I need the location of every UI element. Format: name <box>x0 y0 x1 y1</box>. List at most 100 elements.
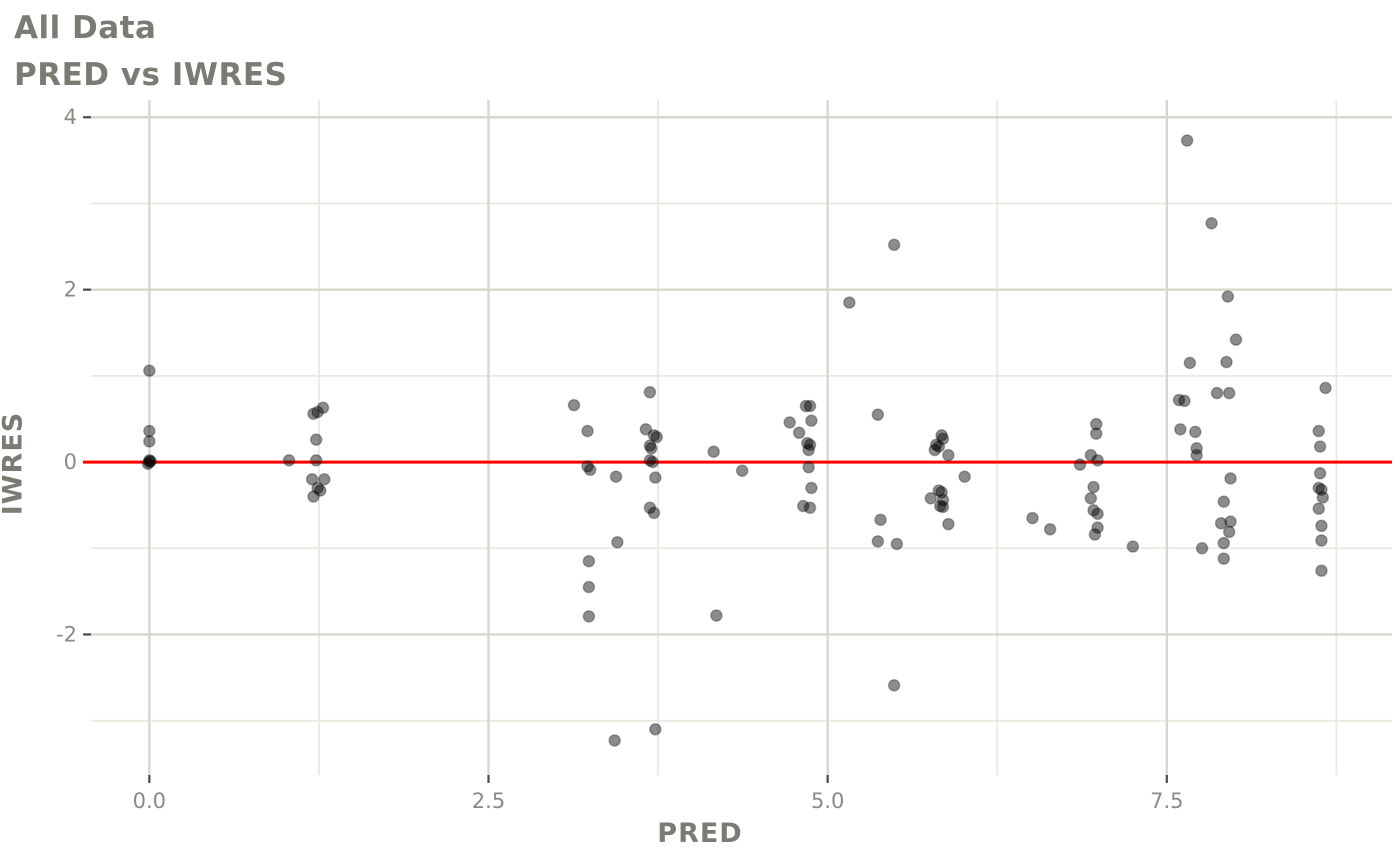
data-point <box>1190 448 1203 462</box>
data-point <box>643 454 657 467</box>
data-point <box>710 609 723 622</box>
data-point <box>792 426 806 440</box>
data-point <box>936 432 950 446</box>
data-point <box>1172 393 1186 407</box>
data-point <box>1091 454 1104 467</box>
data-point <box>932 484 946 497</box>
data-point <box>803 501 817 515</box>
data-point <box>887 238 901 252</box>
data-point <box>1091 521 1104 534</box>
data-point <box>1315 564 1328 577</box>
data-point <box>583 463 597 477</box>
data-point <box>805 481 818 495</box>
data-point <box>933 499 947 513</box>
data-point <box>309 433 323 446</box>
data-point <box>1224 515 1237 528</box>
data-point <box>935 485 948 499</box>
data-point <box>1217 495 1231 509</box>
y-axis-tick-labels: 4 2 0 -2 <box>56 105 77 646</box>
x-axis-tick-labels: 0.0 2.5 5.0 7.5 <box>133 789 1184 813</box>
data-point <box>843 296 856 309</box>
x-tick-label: 7.5 <box>1150 789 1183 813</box>
data-point <box>582 580 596 594</box>
data-point <box>644 441 658 455</box>
data-point <box>935 429 948 442</box>
data-point <box>611 535 624 549</box>
data-point <box>309 454 323 467</box>
data-point <box>647 506 661 520</box>
y-tick-label: 2 <box>64 278 77 302</box>
data-point <box>1316 491 1330 504</box>
data-point <box>802 443 815 457</box>
data-point <box>1190 441 1203 455</box>
x-tick-label: 2.5 <box>472 789 505 813</box>
data-point <box>144 454 157 468</box>
data-point <box>313 484 327 497</box>
data-point <box>643 385 657 399</box>
data-point <box>1221 290 1235 303</box>
data-point <box>143 455 156 469</box>
y-tick-label: 0 <box>64 450 77 474</box>
data-point <box>1312 424 1326 438</box>
data-point <box>874 513 887 527</box>
data-point <box>1315 534 1328 547</box>
data-point <box>1313 440 1327 453</box>
data-point <box>1073 458 1087 471</box>
data-point <box>1315 519 1328 533</box>
data-point <box>1089 427 1103 440</box>
data-point <box>643 439 657 452</box>
chart-subtitle: PRED vs IWRES <box>14 57 288 93</box>
axis-tick-marks <box>83 116 1168 783</box>
data-point <box>282 454 296 467</box>
data-point <box>141 457 155 471</box>
data-point <box>1088 528 1102 541</box>
data-point <box>803 399 817 413</box>
chart-title: All Data <box>14 10 157 46</box>
data-point <box>1195 541 1209 555</box>
data-point <box>1087 504 1100 517</box>
data-point <box>1222 525 1236 539</box>
data-point <box>1174 423 1187 436</box>
data-point <box>1188 425 1202 439</box>
data-point <box>307 490 320 503</box>
x-axis-title: PRED <box>657 818 743 849</box>
data-point <box>1220 355 1233 369</box>
data-point <box>1229 333 1243 346</box>
data-point <box>1224 472 1237 485</box>
data-points <box>141 134 1332 747</box>
data-point <box>1319 381 1332 395</box>
data-point <box>581 424 594 438</box>
data-point <box>143 364 156 377</box>
data-point <box>646 455 659 469</box>
data-point <box>143 424 156 438</box>
data-point <box>305 473 319 486</box>
data-point <box>707 445 720 459</box>
data-point <box>649 471 662 484</box>
data-point <box>936 500 950 514</box>
data-point <box>735 464 749 477</box>
data-point <box>1313 466 1327 480</box>
data-point <box>650 430 664 444</box>
data-point <box>805 414 818 427</box>
data-point <box>307 407 320 421</box>
data-point <box>928 443 942 457</box>
data-point <box>1205 216 1218 230</box>
data-point <box>318 473 331 486</box>
data-point <box>802 460 815 474</box>
x-tick-label: 5.0 <box>811 789 844 813</box>
data-point <box>936 493 950 507</box>
data-point <box>643 501 657 515</box>
data-point <box>1214 516 1228 530</box>
data-point <box>929 438 943 452</box>
y-tick-label: -2 <box>56 622 77 646</box>
data-point <box>1087 480 1100 494</box>
data-point <box>1026 511 1039 525</box>
data-point <box>1222 386 1236 400</box>
data-point <box>1315 483 1328 496</box>
data-point <box>1217 552 1231 565</box>
data-point <box>608 734 621 747</box>
data-point <box>582 610 596 623</box>
data-point <box>783 416 796 429</box>
